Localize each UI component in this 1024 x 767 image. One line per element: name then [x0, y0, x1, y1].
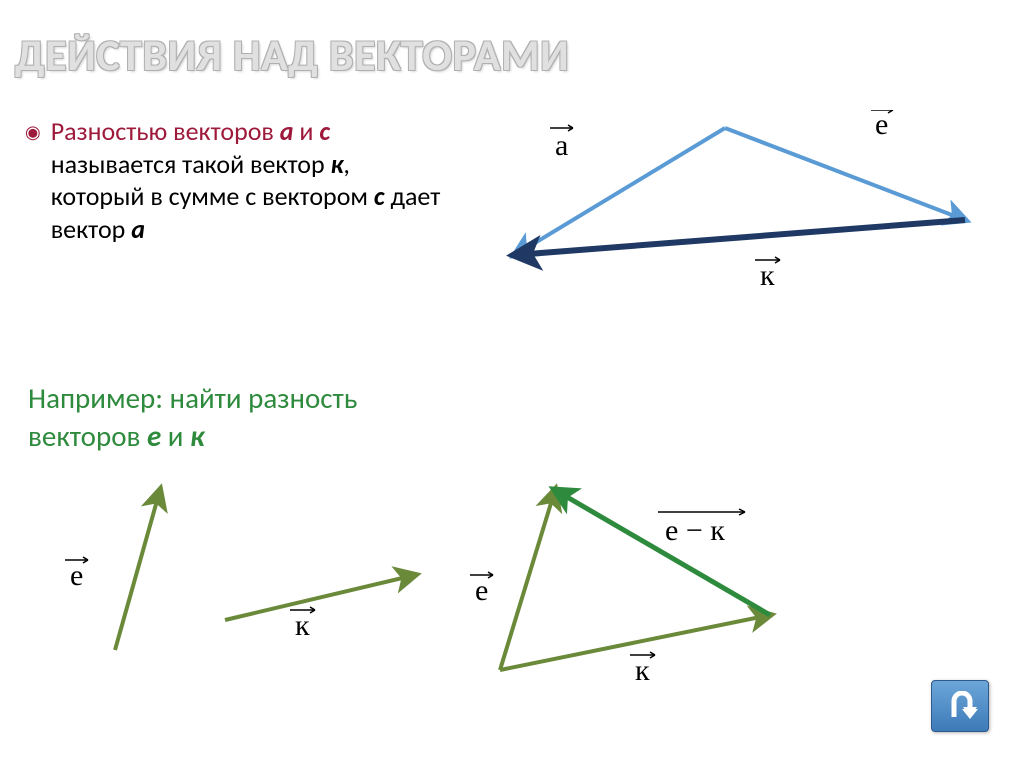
label-e-sep: e [70, 559, 83, 592]
slide-title: ДЕЙСТВИЯ НАД ВЕКТОРАМИ [15, 28, 569, 82]
def-mid2: называется такой вектор [51, 148, 331, 180]
def-c: с [319, 115, 330, 147]
def-prefix: Разностью векторов [51, 115, 280, 147]
vector-k-line [515, 220, 965, 255]
def-c2: с [374, 180, 385, 212]
example-text: Например: найти разность векторов е и к [28, 380, 468, 455]
diagram-separate-ek: e к [45, 470, 425, 670]
ex-e: е [147, 418, 161, 454]
bullet-marker-icon: ◉ [25, 121, 41, 144]
label-e-res: e [475, 574, 488, 607]
def-a: а [280, 115, 294, 147]
def-a2: а [131, 213, 145, 245]
ex-mid: и [161, 418, 190, 454]
label-k-res: к [635, 654, 650, 687]
vector-e-line [725, 128, 965, 220]
ex-k: к [190, 418, 204, 454]
label-k-sep: к [295, 609, 310, 642]
def-k: к [331, 148, 344, 180]
definition-block: ◉ Разностью векторов а и с называется та… [25, 115, 445, 245]
vector-e-res [500, 490, 555, 670]
definition-text: Разностью векторов а и с называется тако… [51, 115, 445, 245]
vector-k-sep [225, 575, 415, 620]
label-a: a [555, 129, 568, 162]
diagram-triangle-aek: a e к [495, 110, 995, 310]
u-turn-icon [942, 691, 978, 721]
vector-result [555, 490, 770, 615]
vector-e-sep [115, 490, 160, 650]
def-mid1: и [294, 115, 320, 147]
diagram-result-ek: e к e − к [440, 470, 860, 710]
label-result: e − к [665, 514, 725, 547]
label-e: e [875, 110, 888, 141]
return-button[interactable] [931, 680, 989, 732]
label-k: к [760, 259, 775, 292]
vector-a-line [515, 128, 725, 255]
